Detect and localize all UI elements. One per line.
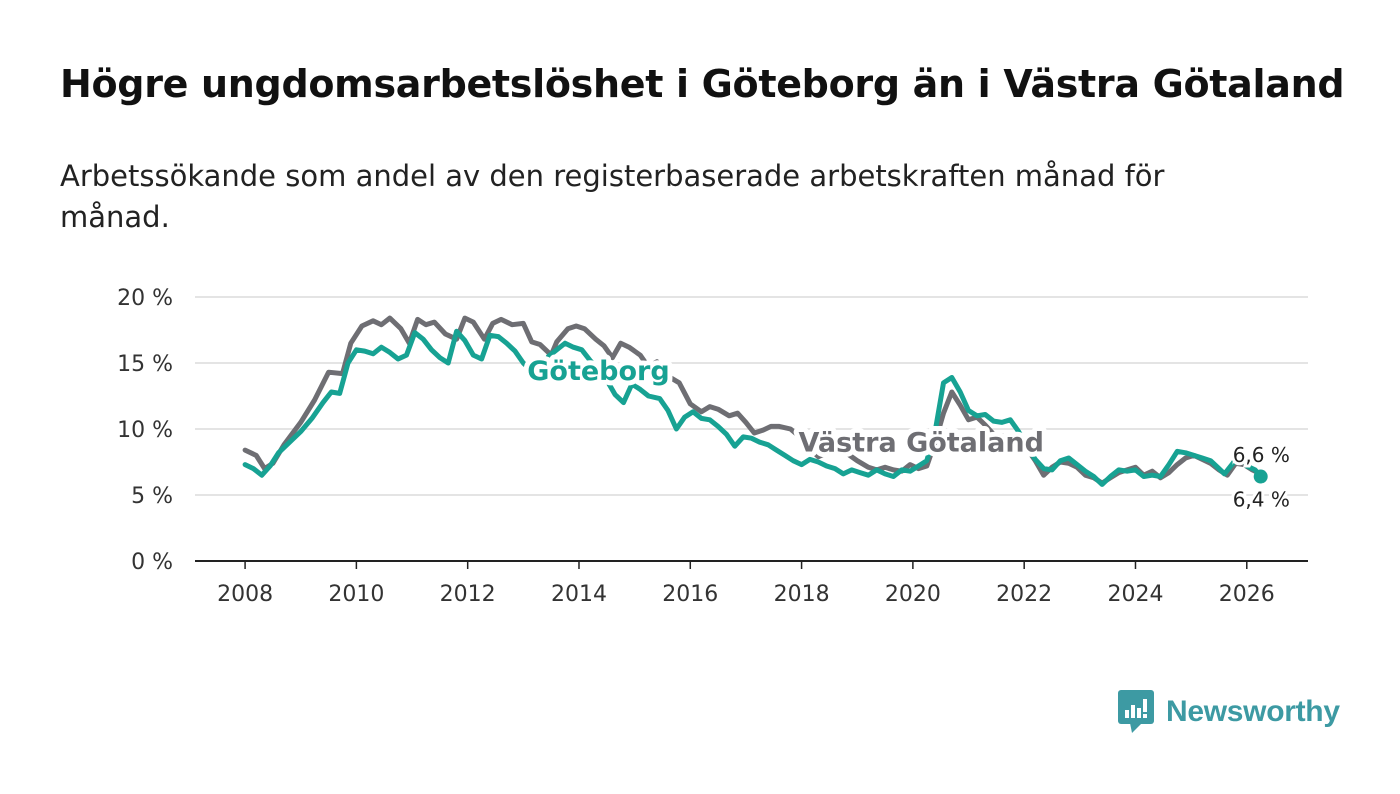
series-lines (242, 315, 1268, 487)
y-tick-label: 0 % (131, 550, 173, 575)
y-tick-label: 20 % (117, 286, 173, 311)
x-tick-label: 2024 (1107, 582, 1163, 607)
end-value-label: 6,6 % (1233, 443, 1290, 467)
end-point-marker (1253, 469, 1268, 484)
x-tick-label: 2014 (551, 582, 607, 607)
x-tick-label: 2010 (328, 582, 384, 607)
y-tick-label: 15 % (117, 352, 173, 377)
gridlines (195, 296, 1308, 496)
series-annotation: Göteborg (527, 356, 669, 387)
x-tick-label: 2018 (774, 582, 830, 607)
brand-name: Newsworthy (1166, 695, 1340, 728)
x-tick-label: 2008 (217, 582, 273, 607)
chart-title: Högre ungdomsarbetslöshet i Göteborg än … (60, 62, 1345, 106)
series-annotation: Västra Götaland (799, 427, 1044, 458)
x-tick-label: 2012 (440, 582, 496, 607)
series-line-västra-götaland (242, 315, 1264, 486)
x-tick-label: 2026 (1219, 582, 1275, 607)
x-tick-label: 2020 (885, 582, 941, 607)
series-line-göteborg (242, 328, 1264, 487)
chart-subtitle: Arbetssökande som andel av den registerb… (60, 159, 1165, 234)
axes: 0 % 5 % 10 % 15 % 20 % 2008 2010 2012 2014 2016 20… (117, 286, 1308, 607)
newsworthy-logo: Newsworthy (1118, 690, 1340, 734)
x-tick-label: 2022 (996, 582, 1052, 607)
y-tick-label: 10 % (117, 418, 173, 443)
y-tick-label: 5 % (131, 484, 173, 509)
end-value-label: 6,4 % (1233, 488, 1290, 512)
bar-chart-bubble-icon (1118, 690, 1154, 733)
series-labels: Göteborg Västra Götaland 6,6 % 6,4 % (522, 351, 1293, 514)
x-tick-label: 2016 (662, 582, 718, 607)
